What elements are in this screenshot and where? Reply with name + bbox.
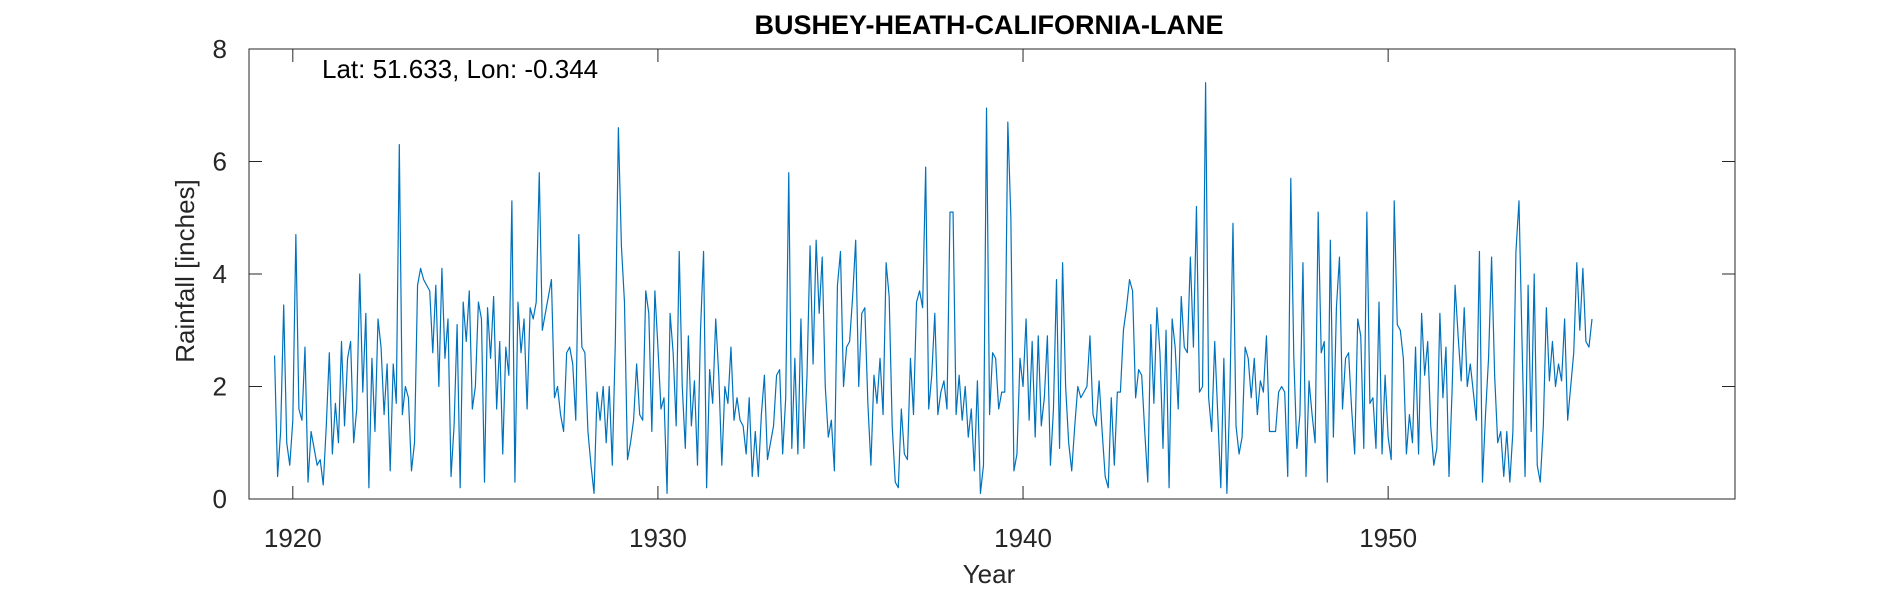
x-tick-label: 1920 <box>264 523 322 553</box>
chart-title: BUSHEY-HEATH-CALIFORNIA-LANE <box>755 10 1224 40</box>
x-tick-label: 1940 <box>994 523 1052 553</box>
x-tick-label: 1930 <box>629 523 687 553</box>
y-tick-label: 8 <box>213 34 227 64</box>
tick-labels: 1920 1930 1940 1950 0 2 4 6 8 <box>213 34 1418 553</box>
plot-frame <box>248 48 1736 500</box>
plot-area <box>248 48 1736 500</box>
x-axis-label: Year <box>963 559 1016 589</box>
x-tick-label: 1950 <box>1359 523 1417 553</box>
rainfall-series-line <box>273 82 1593 494</box>
y-tick-label: 0 <box>213 484 227 514</box>
y-tick-label: 2 <box>213 372 227 402</box>
y-tick-label: 4 <box>213 259 227 289</box>
series-layer <box>273 82 1593 494</box>
tick-marks <box>249 48 1735 500</box>
location-annotation: Lat: 51.633, Lon: -0.344 <box>322 54 598 84</box>
y-tick-label: 6 <box>213 147 227 177</box>
y-axis-label: Rainfall [inches] <box>170 179 200 363</box>
